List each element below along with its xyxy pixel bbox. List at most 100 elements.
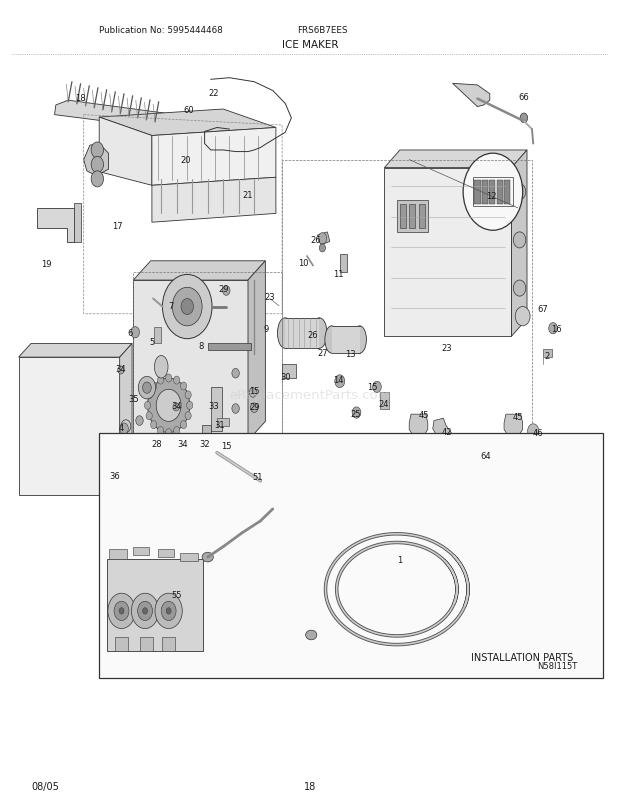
Circle shape [528, 424, 539, 439]
Polygon shape [84, 144, 108, 176]
Text: 21: 21 [243, 190, 253, 200]
Text: 29: 29 [249, 403, 259, 412]
Text: 42: 42 [441, 427, 451, 436]
Circle shape [155, 441, 162, 451]
Circle shape [151, 383, 157, 391]
Bar [202, 426, 211, 446]
Text: 26: 26 [308, 330, 319, 340]
Circle shape [318, 233, 327, 245]
Bar [140, 637, 153, 651]
Polygon shape [37, 209, 74, 242]
Polygon shape [433, 419, 451, 439]
Text: 5: 5 [149, 337, 154, 346]
Polygon shape [384, 151, 527, 168]
Bar [162, 637, 175, 651]
Text: 55: 55 [172, 590, 182, 600]
Circle shape [232, 369, 239, 379]
Ellipse shape [325, 326, 339, 354]
Circle shape [185, 391, 191, 399]
Text: 20: 20 [181, 156, 191, 165]
Ellipse shape [278, 318, 293, 349]
Circle shape [232, 404, 239, 414]
Circle shape [131, 327, 140, 338]
Circle shape [520, 114, 528, 124]
Text: 24: 24 [378, 399, 388, 409]
Circle shape [91, 157, 104, 173]
Bar [380, 393, 389, 409]
Bar [217, 419, 229, 427]
Ellipse shape [154, 356, 168, 379]
Circle shape [156, 390, 181, 422]
Text: 22: 22 [209, 89, 219, 99]
Text: 34: 34 [171, 401, 182, 411]
Text: 34: 34 [115, 364, 126, 374]
Polygon shape [317, 233, 330, 245]
Text: eReplacementParts.com: eReplacementParts.com [229, 388, 391, 401]
Polygon shape [55, 101, 167, 128]
Text: 11: 11 [333, 269, 343, 279]
Bar [482, 180, 488, 205]
Bar [133, 548, 149, 556]
Text: 12: 12 [487, 192, 497, 201]
Polygon shape [19, 344, 132, 358]
Circle shape [166, 608, 171, 614]
Text: 45: 45 [418, 411, 428, 420]
Circle shape [138, 602, 153, 621]
Text: 10: 10 [299, 258, 309, 268]
Bar [285, 318, 319, 349]
Bar [542, 350, 552, 358]
Bar [418, 205, 425, 229]
Text: 7: 7 [168, 302, 173, 311]
Circle shape [114, 602, 129, 621]
Circle shape [144, 402, 151, 410]
Text: 4: 4 [118, 423, 123, 433]
Text: 30: 30 [280, 372, 291, 382]
Polygon shape [99, 118, 152, 186]
Text: 28: 28 [151, 439, 162, 449]
Polygon shape [152, 128, 276, 186]
Polygon shape [248, 261, 265, 441]
Bar [400, 205, 406, 229]
Text: 60: 60 [184, 106, 195, 115]
Text: 67: 67 [537, 304, 548, 314]
Circle shape [181, 299, 193, 315]
Ellipse shape [312, 318, 327, 349]
Text: 08/05: 08/05 [31, 781, 59, 791]
Text: INSTALLATION PARTS: INSTALLATION PARTS [471, 652, 573, 662]
Bar [180, 553, 198, 561]
Circle shape [185, 412, 191, 420]
Ellipse shape [306, 630, 317, 640]
Text: ICE MAKER: ICE MAKER [281, 40, 339, 50]
Polygon shape [409, 415, 428, 435]
Bar [158, 549, 174, 557]
Circle shape [166, 429, 172, 437]
Circle shape [148, 379, 190, 433]
Text: 15: 15 [367, 382, 377, 391]
Text: 18: 18 [304, 781, 316, 791]
Polygon shape [152, 178, 276, 223]
Bar [108, 549, 127, 559]
Bar [208, 344, 251, 350]
Circle shape [151, 421, 157, 429]
Circle shape [166, 375, 172, 383]
Text: 2: 2 [544, 351, 549, 361]
Circle shape [162, 275, 212, 339]
Bar [504, 180, 510, 205]
Bar [115, 637, 128, 651]
Circle shape [91, 143, 104, 159]
Circle shape [179, 441, 185, 449]
Circle shape [108, 593, 135, 629]
Bar [99, 433, 603, 678]
Text: 46: 46 [533, 428, 544, 438]
Polygon shape [512, 151, 527, 337]
Text: 31: 31 [215, 420, 226, 430]
Bar [474, 180, 480, 205]
Text: 45: 45 [513, 412, 523, 422]
Ellipse shape [353, 326, 366, 354]
Bar [107, 559, 203, 651]
Circle shape [373, 382, 381, 393]
Bar [133, 281, 248, 441]
Bar [497, 180, 503, 205]
Bar [282, 364, 296, 379]
Circle shape [187, 402, 193, 410]
